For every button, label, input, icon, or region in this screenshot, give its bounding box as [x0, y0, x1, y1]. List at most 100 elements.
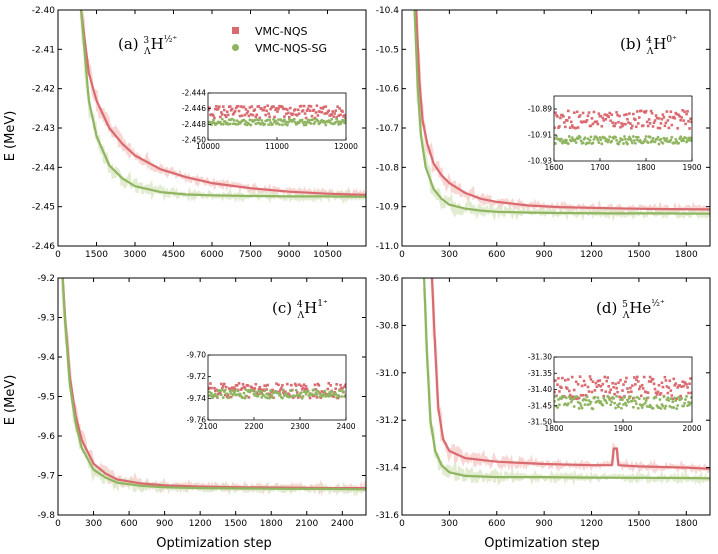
y-tick-label: -31.4: [376, 464, 400, 474]
inset-point-nqs: [334, 109, 337, 113]
inset-point-sg: [321, 394, 325, 398]
x-tick-label: 0: [55, 250, 61, 260]
inset-point-sg: [271, 395, 274, 399]
inset-point-nqs: [631, 384, 634, 387]
inset-point-nqs: [676, 126, 680, 130]
inset-point-nqs: [626, 117, 629, 121]
inset-point-nqs: [224, 385, 228, 389]
inset-point-sg: [230, 117, 234, 121]
inset-point-nqs: [254, 115, 258, 119]
inset-point-nqs: [208, 108, 210, 112]
inset-point-nqs: [664, 379, 668, 382]
inset-point-sg: [223, 388, 227, 392]
series-line-sg: [80, 10, 366, 198]
inset-point-nqs: [288, 115, 291, 119]
inset-point-nqs: [313, 116, 317, 120]
series-line-nqs: [430, 278, 710, 470]
inset-point-sg: [682, 139, 686, 143]
inset-point-nqs: [213, 116, 216, 120]
inset-point-nqs: [619, 378, 622, 382]
inset-frame: [553, 95, 693, 162]
inset-point-nqs: [232, 111, 236, 115]
inset-point-nqs: [564, 125, 567, 129]
inset-point-nqs: [234, 106, 238, 110]
x-tick-label: 600: [120, 519, 137, 529]
inset-point-nqs: [629, 386, 632, 390]
inset-point-sg: [234, 122, 238, 126]
inset-y-tick-label: -9.72: [187, 372, 207, 381]
inset-point-nqs: [581, 111, 585, 115]
inset-point-sg: [260, 119, 264, 122]
inset-y-tick-label: -10.91: [528, 131, 552, 140]
inset-point-nqs: [331, 110, 334, 113]
x-tick-label: 1200: [189, 519, 212, 529]
inset-point-nqs: [634, 383, 637, 386]
inset-point-nqs: [286, 382, 289, 386]
inset-point-sg: [267, 393, 271, 397]
inset-point-sg: [219, 393, 223, 397]
inset-point-sg: [683, 401, 687, 405]
inset-point-nqs: [259, 388, 263, 391]
y-tick-label: -31.2: [376, 416, 399, 426]
inset-point-nqs: [641, 387, 645, 390]
inset-point-sg: [673, 396, 677, 400]
inset-point-nqs: [610, 113, 613, 116]
legend-item-nqs: VMC-NQS: [232, 25, 308, 38]
x-tick-label: 1500: [85, 250, 108, 260]
inset-point-nqs: [251, 113, 255, 117]
y-tick-label: -31.6: [376, 511, 400, 521]
inset-point-sg: [614, 406, 618, 410]
inset-point-sg: [286, 120, 290, 124]
inset-point-nqs: [582, 379, 586, 383]
inset-point-nqs: [557, 126, 560, 130]
inset-point-sg: [620, 406, 623, 410]
inset-point-nqs: [690, 391, 692, 395]
inset-point-nqs: [312, 108, 316, 112]
panel-d: 0 300 600 900 1200 1500 1800 -31.6 -31.4 -31.2 -31…: [376, 274, 711, 529]
inset-point-nqs: [260, 392, 264, 395]
inset-point-sg: [344, 394, 346, 397]
inset-point-nqs: [247, 114, 251, 118]
inset-point-sg: [635, 395, 639, 399]
inset-point-nqs: [600, 124, 604, 128]
inset-point-nqs: [223, 393, 227, 397]
inset-point-sg: [330, 390, 334, 394]
inset-point-sg: [220, 388, 224, 392]
x-tick-label: 300: [441, 519, 458, 529]
inset-x-tick-label: 2000: [682, 424, 701, 433]
inset-point-sg: [675, 407, 679, 411]
inset-point-nqs: [296, 396, 300, 399]
inset-point-nqs: [608, 391, 611, 394]
inset-y-tick-label: -31.50: [528, 418, 552, 427]
inset-point-sg: [579, 404, 583, 408]
inset-point-nqs: [654, 391, 658, 395]
inset-point-nqs: [613, 392, 616, 396]
inset-point-nqs: [341, 110, 344, 113]
inset-point-nqs: [554, 390, 556, 394]
inset-point-nqs: [556, 115, 559, 118]
inset-point-nqs: [620, 122, 623, 125]
inset-point-nqs: [333, 112, 336, 115]
panel-title: (b) 4 ΛH0⁺: [620, 35, 677, 57]
inset-point-nqs: [662, 116, 666, 119]
inset: 1800 1900 2000 -31.50 -31.45 -31.40 -31.35 -31.…: [528, 353, 702, 434]
x-tick-label: 600: [488, 250, 505, 260]
inset-point-nqs: [571, 126, 575, 129]
inset-point-sg: [310, 392, 314, 396]
inset-point-nqs: [284, 390, 287, 393]
inset-point-nqs: [284, 107, 287, 111]
inset-point-nqs: [239, 105, 243, 108]
inset-point-nqs: [256, 393, 260, 397]
inset-y-tick-label: -9.74: [187, 394, 207, 403]
inset-point-nqs: [312, 394, 316, 398]
inset-point-nqs: [265, 109, 268, 113]
inset-point-nqs: [563, 121, 566, 124]
inset-point-nqs: [678, 115, 681, 118]
inset-point-nqs: [249, 113, 253, 116]
inset-point-sg: [300, 118, 304, 122]
inset-point-sg: [584, 398, 588, 402]
inset-point-sg: [269, 121, 272, 124]
inset-point-sg: [272, 117, 275, 121]
inset-point-nqs: [649, 380, 653, 383]
y-tick-label: -10.5: [376, 45, 399, 55]
